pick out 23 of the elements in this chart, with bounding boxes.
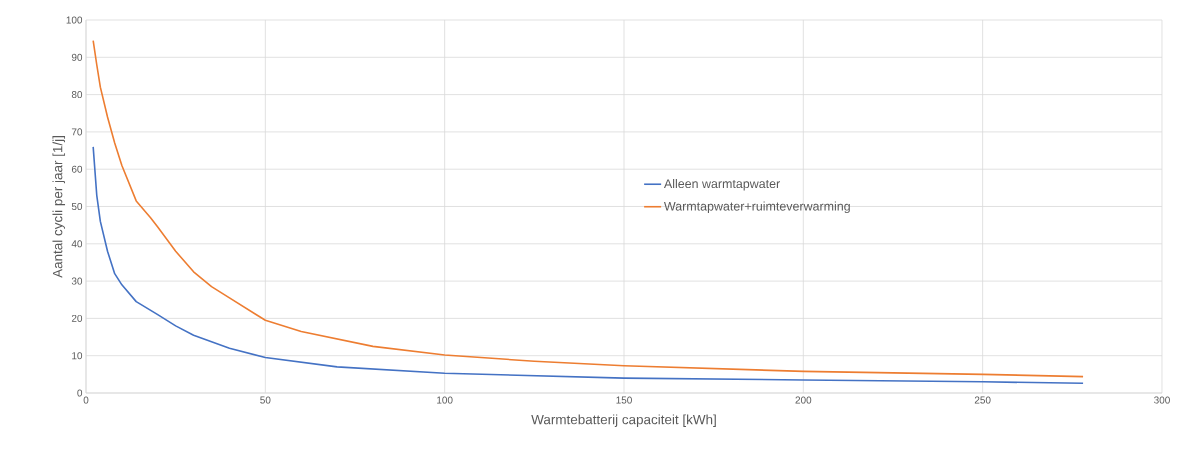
x-tick-label: 250 [974,396,991,404]
x-tick-label: 50 [260,396,271,404]
x-tick-label: 100 [437,396,453,404]
y-tick-label: 30 [71,277,83,285]
y-tick-label: 40 [71,240,83,248]
x-tick-label: 0 [83,396,89,404]
legend-label: Alleen warmtapwater [663,178,780,191]
legend-label: Warmtapwater+ruimteverwarming [663,201,850,214]
y-tick-label: 100 [66,16,83,24]
y-tick-label: 60 [71,165,83,173]
x-tick-label: 150 [616,396,632,404]
y-tick-label: 80 [71,91,83,99]
y-tick-label: 90 [71,53,83,61]
y-axis-title: Aantal cycli per jaar [1/j] [52,136,66,278]
x-tick-label: 200 [795,396,812,404]
x-axis-title: Warmtebatterij capaciteit [kWh] [531,414,716,427]
x-tick-label: 300 [1154,396,1170,404]
y-tick-label: 50 [71,202,83,211]
y-tick-label: 70 [71,128,83,136]
line-series [92,146,1084,385]
y-tick-label: 10 [72,352,83,360]
y-tick-label: 20 [71,314,83,322]
y-tick-label: 0 [77,389,83,397]
